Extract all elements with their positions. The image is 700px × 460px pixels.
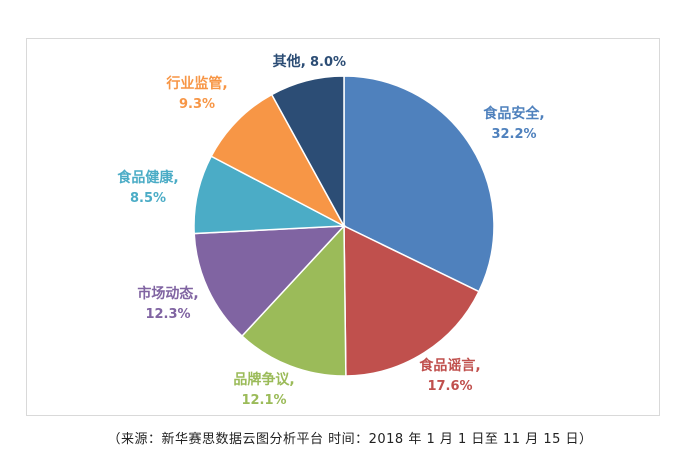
- pie-slice: [240, 224, 347, 377]
- slice-percent-label: 12.3%: [145, 307, 190, 322]
- slice-label: 食品谣言,: [419, 357, 480, 374]
- source-note: （来源：新华赛思数据云图分析平台 时间：2018 年 1 月 1 日至 11 月…: [107, 432, 593, 447]
- slice-label: 行业监管,: [165, 75, 227, 92]
- pie-slice: [210, 93, 346, 228]
- slice-percent-label: 17.6%: [427, 379, 472, 394]
- pie-slice: [343, 75, 495, 293]
- slice-label: 食品安全,: [483, 105, 544, 122]
- pie-slice: [343, 224, 480, 377]
- slice-label: 品牌争议,: [233, 371, 294, 388]
- pie-slice: [193, 225, 346, 338]
- pie-slice: [270, 75, 345, 227]
- slice-percent-label: 8.0%: [310, 55, 346, 70]
- slice-label: 市场动态,: [137, 285, 198, 302]
- slice-percent-label: 9.3%: [179, 97, 215, 112]
- slice-percent-label: 12.1%: [241, 393, 286, 408]
- slice-percent-label: 8.5%: [130, 191, 166, 206]
- slice-label: 其他,: [273, 53, 306, 70]
- slice-label: 食品健康,: [117, 169, 178, 186]
- slice-percent-label: 32.2%: [491, 127, 536, 142]
